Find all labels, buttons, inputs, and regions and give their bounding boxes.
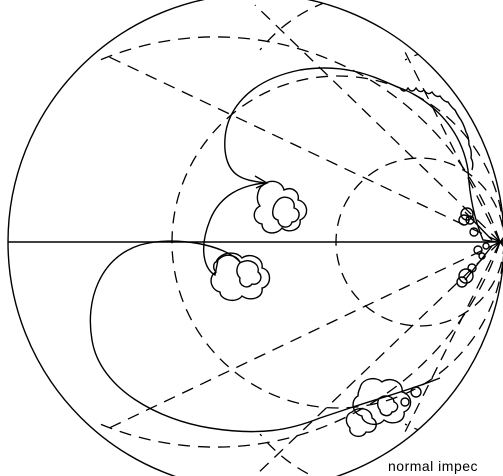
reactance-arc-lower-2 — [99, 241, 501, 448]
radial-line-3 — [104, 54, 501, 243]
resistance-circle-2 — [335, 157, 503, 327]
radial-line-1 — [254, 4, 501, 243]
right-small-loops — [456, 207, 493, 288]
outer-circle — [7, 0, 503, 476]
upper-blob-cluster — [253, 180, 308, 234]
radial-line-4 — [104, 241, 501, 431]
middle-blob-cluster — [210, 252, 271, 302]
reactance-arc-upper-2 — [99, 36, 501, 243]
resistance-circle-1 — [171, 75, 503, 409]
radial-line-5 — [403, 49, 501, 243]
impedance-trace-scallops — [399, 86, 474, 171]
radial-line-2 — [254, 241, 501, 476]
lower-blob-cluster — [345, 377, 441, 438]
radial-line-6 — [403, 241, 501, 435]
impedance-trace — [89, 67, 498, 433]
reactance-arc-upper-1 — [259, 0, 503, 243]
caption-label: normal impec — [388, 458, 479, 474]
